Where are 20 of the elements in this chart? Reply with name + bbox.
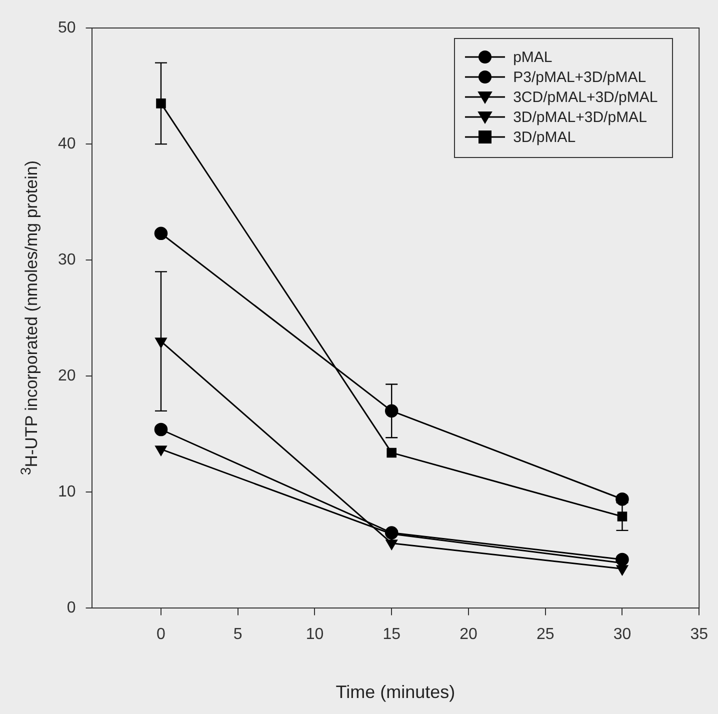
legend-label: 3D/pMAL	[513, 128, 576, 146]
legend-label: 3D/pMAL+3D/pMAL	[513, 108, 647, 126]
x-tick-label: 15	[382, 626, 401, 644]
legend-label: P3/pMAL+3D/pMAL	[513, 68, 646, 86]
x-tick-label: 35	[690, 626, 708, 644]
x-tick-label: 10	[306, 626, 324, 644]
legend-label: 3CD/pMAL+3D/pMAL	[513, 88, 658, 106]
legend-label: pMAL	[513, 48, 552, 66]
x-tick-label: 5	[233, 626, 242, 644]
y-tick-label: 40	[58, 135, 76, 152]
y-tick-label: 0	[66, 600, 76, 617]
x-tick-label: 30	[613, 626, 632, 644]
x-tick-label: 0	[156, 626, 166, 644]
y-tick-label: 20	[58, 368, 76, 385]
y-tick-label: 10	[58, 484, 76, 501]
y-tick-label: 50	[58, 19, 76, 36]
y-tick-label: 30	[58, 251, 76, 268]
x-axis-title: Time (minutes)	[336, 682, 456, 702]
x-tick-label: 20	[460, 626, 478, 644]
x-tick-label: 25	[536, 626, 554, 644]
